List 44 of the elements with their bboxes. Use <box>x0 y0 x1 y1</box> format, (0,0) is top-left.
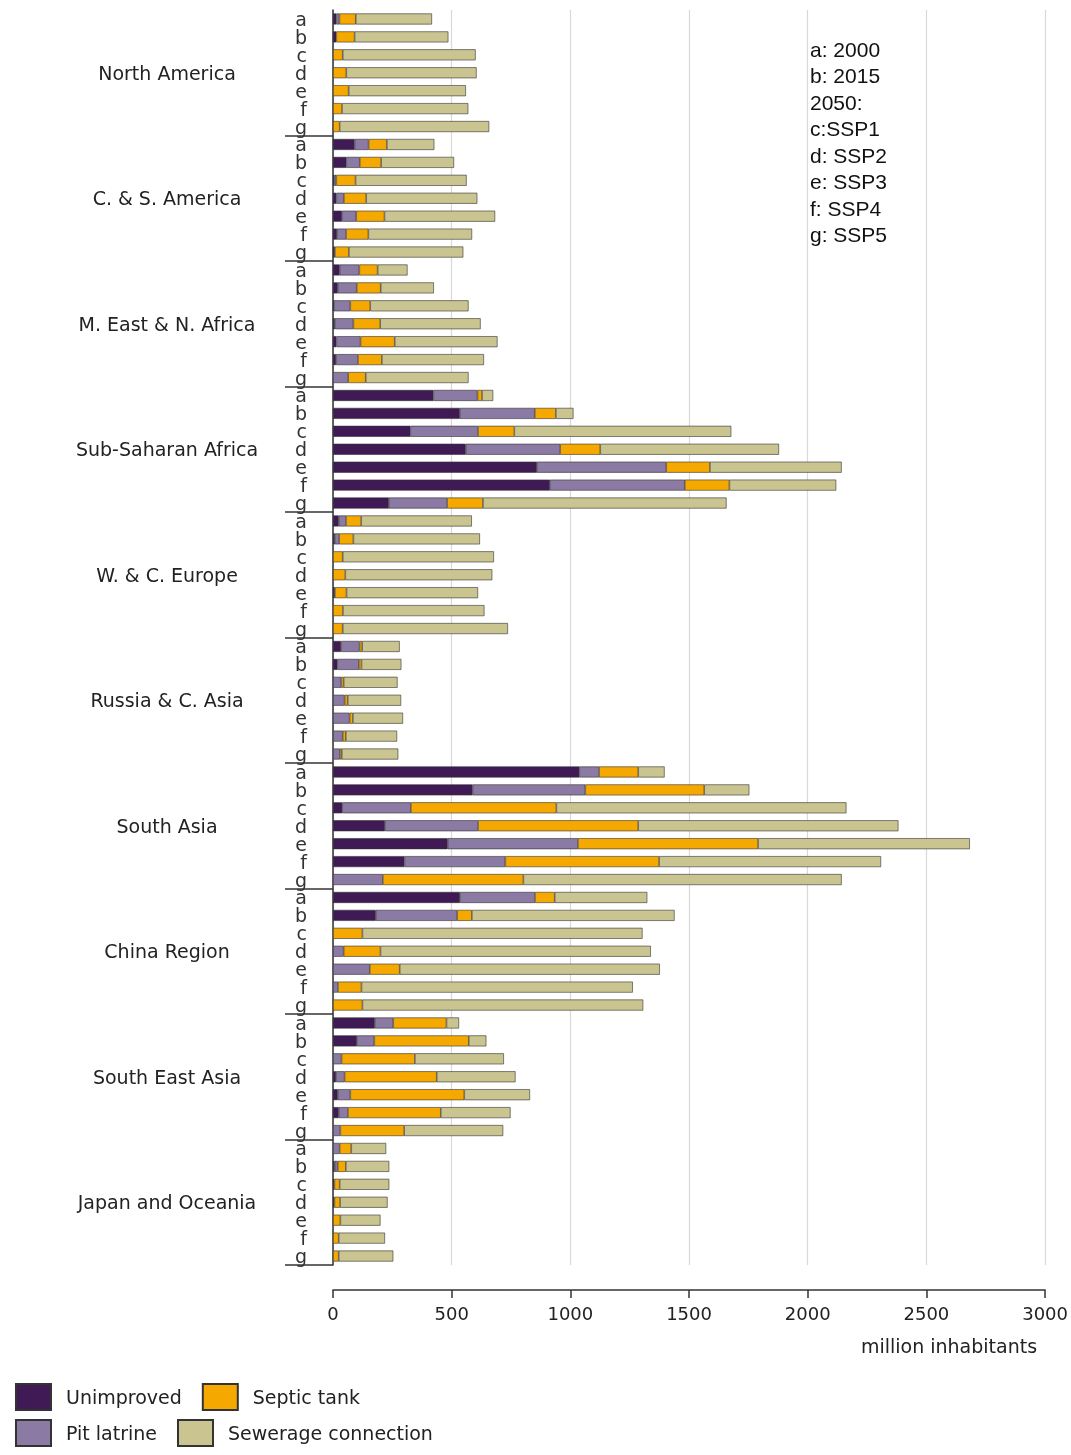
y-tick-label: b <box>294 402 307 425</box>
y-tick-label: b <box>294 653 307 676</box>
annotation: d: SSP2 <box>810 143 888 167</box>
annotation: e: SSP3 <box>810 170 888 194</box>
text: M. East & N. Africa <box>78 312 256 335</box>
text: China Region <box>104 940 230 963</box>
text: C. & S. America <box>92 187 242 210</box>
x-axis-title: million inhabitants <box>860 1334 1038 1357</box>
text: North America <box>98 61 236 84</box>
x-tick-label: 2500 <box>903 1302 950 1324</box>
y-tick-label: d <box>294 187 307 210</box>
x-tick-label: 3000 <box>1022 1302 1068 1324</box>
text: Russia & C. Asia <box>90 689 244 712</box>
y-tick-label: d <box>294 940 307 963</box>
y-tick-label: d <box>294 438 307 461</box>
text: Japan and Oceania <box>76 1191 257 1214</box>
text: W. & C. Europe <box>96 563 238 586</box>
legend-label: Pit latrine <box>66 1422 158 1444</box>
annotation: 2050: <box>810 90 863 114</box>
annotation: g: SSP5 <box>810 223 888 247</box>
text: South Asia <box>116 814 218 837</box>
y-tick-label: f <box>300 223 309 246</box>
x-tick-label: 2000 <box>784 1302 831 1324</box>
y-tick-label: b <box>294 904 307 927</box>
annotation: b: 2015 <box>810 64 881 88</box>
annotation: f: SSP4 <box>810 196 882 220</box>
legend-label: Septic tank <box>252 1386 360 1408</box>
x-tick-label: 1000 <box>547 1302 594 1324</box>
legend-label: Sewerage connection <box>228 1422 433 1444</box>
y-tick-label: f <box>300 976 309 999</box>
annotation: a: 2000 <box>810 37 881 61</box>
text: South East Asia <box>92 1065 242 1088</box>
y-tick-label: d <box>294 1191 307 1214</box>
x-tick-label: 500 <box>434 1302 469 1324</box>
y-tick-label: f <box>300 474 309 497</box>
x-tick-label: 1500 <box>666 1302 712 1324</box>
y-tick-label: b <box>294 151 307 174</box>
y-tick-label: d <box>294 689 307 712</box>
x-tick-label: 0 <box>327 1302 339 1324</box>
annotation: c:SSP1 <box>810 117 881 141</box>
text: Sub-Saharan Africa <box>75 438 259 461</box>
y-tick-label: f <box>300 725 309 748</box>
y-tick-label: b <box>294 1155 307 1178</box>
legend-label: Unimproved <box>66 1386 182 1408</box>
